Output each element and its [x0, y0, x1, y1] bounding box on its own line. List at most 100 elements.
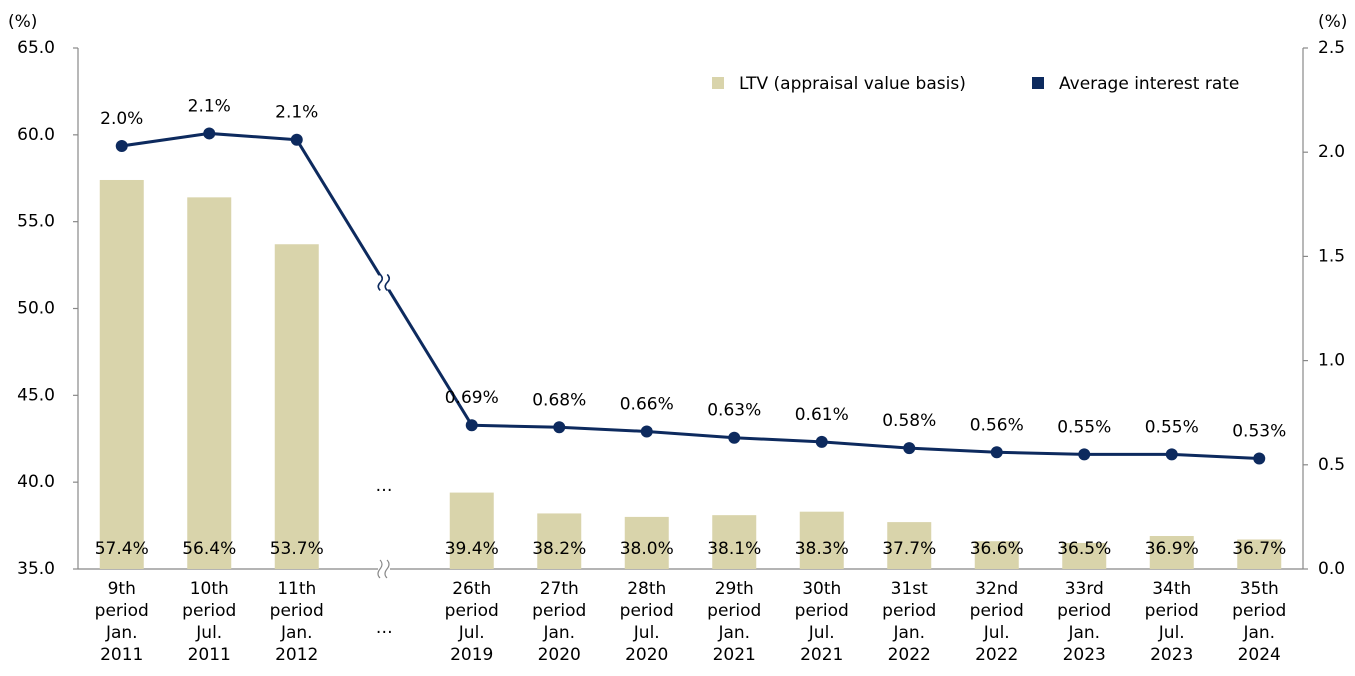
x-tick-line: 35th	[1240, 579, 1279, 599]
bar	[624, 516, 669, 569]
x-tick-line: Jan.	[1067, 623, 1100, 643]
bar	[1062, 542, 1107, 569]
bar-value-label: 36.7%	[1232, 539, 1286, 559]
x-tick-line: 2022	[975, 645, 1018, 665]
line-value-label: 0.66%	[620, 394, 674, 414]
x-tick-line: 2011	[188, 645, 231, 665]
line-value-label: 2.1%	[275, 103, 318, 123]
x-tick-line: Jan.	[717, 623, 750, 643]
y2-axis-label: (%)	[1318, 12, 1347, 32]
x-tick-line: period	[95, 601, 149, 621]
bar	[974, 541, 1019, 569]
y2-tick-label: 0.0	[1318, 559, 1345, 579]
y2-tick-label: 0.5	[1318, 455, 1345, 475]
line-point	[290, 133, 303, 146]
x-tick-label: 10th period Jul. 2011	[182, 579, 236, 665]
x-tick-line: Jul.	[195, 623, 222, 643]
bar	[799, 511, 844, 569]
y-tick-label: 55.0	[17, 212, 55, 232]
legend-label: LTV (appraisal value basis)	[739, 74, 966, 94]
x-tick-line: 34th	[1152, 579, 1191, 599]
line-value-label: 0.56%	[970, 415, 1024, 435]
bar-value-label: 38.3%	[795, 539, 849, 559]
x-tick-label: 30th period Jul. 2021	[795, 579, 849, 665]
x-tick-line: period	[882, 601, 936, 621]
x-tick-line: Jul.	[458, 623, 485, 643]
x-tick-label: 27th period Jan. 2020	[532, 579, 586, 665]
x-tick-line: 2019	[450, 645, 493, 665]
x-tick-label: 28th period Jul. 2020	[620, 579, 674, 665]
line-point	[728, 431, 741, 444]
y-tick-label: 40.0	[17, 472, 55, 492]
axis-break-gap	[378, 562, 390, 576]
x-tick-label: 33rd period Jan. 2023	[1057, 579, 1111, 665]
legend-swatch	[1032, 77, 1044, 89]
x-tick-line: Jan.	[542, 623, 575, 643]
x-tick-line: 2021	[713, 645, 756, 665]
line-value-label: 0.55%	[1145, 417, 1199, 437]
bar-value-label: 37.7%	[882, 539, 936, 559]
x-tick-line: Jul.	[1158, 623, 1185, 643]
x-tick-label: 34th period Jul. 2023	[1145, 579, 1199, 665]
x-tick-label: 29th period Jan. 2021	[707, 579, 761, 665]
y-tick-label: 65.0	[17, 38, 55, 58]
x-tick-line: 11th	[277, 579, 316, 599]
x-tick-label: 31st period Jan. 2022	[882, 579, 936, 665]
y-tick-label: 50.0	[17, 299, 55, 319]
y2-tick-label: 1.0	[1318, 351, 1345, 371]
bar-value-label: 38.2%	[532, 539, 586, 559]
line-value-label: 0.61%	[795, 405, 849, 425]
line-point	[553, 421, 566, 434]
y-tick-label: 60.0	[17, 125, 55, 145]
x-tick-line: period	[1232, 601, 1286, 621]
line-point	[1165, 448, 1178, 461]
bar	[187, 197, 232, 569]
x-tick-line: 10th	[190, 579, 229, 599]
x-tick-line: period	[532, 601, 586, 621]
line-value-label: 2.0%	[100, 109, 143, 129]
x-tick-line: period	[795, 601, 849, 621]
x-tick-line: 2022	[888, 645, 931, 665]
line-value-label: 2.1%	[188, 96, 231, 116]
x-tick-line: 30th	[802, 579, 841, 599]
x-tick-line: period	[970, 601, 1024, 621]
x-tick-line: Jan.	[892, 623, 925, 643]
bar	[887, 522, 932, 569]
x-tick-line: 2020	[538, 645, 581, 665]
x-tick-line: period	[1145, 601, 1199, 621]
line-value-label: 0.58%	[882, 411, 936, 431]
bar	[1149, 536, 1194, 569]
x-tick-line: 28th	[627, 579, 666, 599]
line-value-label: 0.55%	[1057, 417, 1111, 437]
bar-value-label: 53.7%	[270, 539, 324, 559]
line-point	[815, 435, 828, 448]
x-tick-line: Jul.	[808, 623, 835, 643]
x-tick-line: period	[445, 601, 499, 621]
x-tick-line: 31st	[891, 579, 928, 599]
x-tick-label: …	[376, 618, 393, 638]
x-tick-label: 32nd period Jul. 2022	[970, 579, 1024, 665]
x-tick-line: Jan.	[1242, 623, 1275, 643]
x-tick-line: 26th	[452, 579, 491, 599]
x-tick-line: 2020	[625, 645, 668, 665]
line-point	[1253, 452, 1266, 465]
y-axis-label: (%)	[8, 12, 37, 32]
x-tick-line: 2021	[800, 645, 843, 665]
gap-annotation: …	[376, 476, 393, 496]
bar-value-label: 56.4%	[182, 539, 236, 559]
bar-value-label: 36.5%	[1057, 539, 1111, 559]
bar-value-label: 36.9%	[1145, 539, 1199, 559]
x-tick-line: 9th	[108, 579, 136, 599]
x-tick-line: Jan.	[105, 623, 138, 643]
bar-value-label: 36.6%	[970, 539, 1024, 559]
line-break	[377, 273, 390, 291]
line-value-label: 0.68%	[532, 390, 586, 410]
bar-value-label: 38.1%	[707, 539, 761, 559]
x-tick-line: period	[270, 601, 324, 621]
bar-value-label: 38.0%	[620, 539, 674, 559]
x-tick-line: 2012	[275, 645, 318, 665]
bar	[537, 513, 582, 569]
x-tick-label: 9th period Jan. 2011	[95, 579, 149, 665]
line-value-label: 0.53%	[1232, 422, 1286, 442]
y-tick-label: 35.0	[17, 559, 55, 579]
